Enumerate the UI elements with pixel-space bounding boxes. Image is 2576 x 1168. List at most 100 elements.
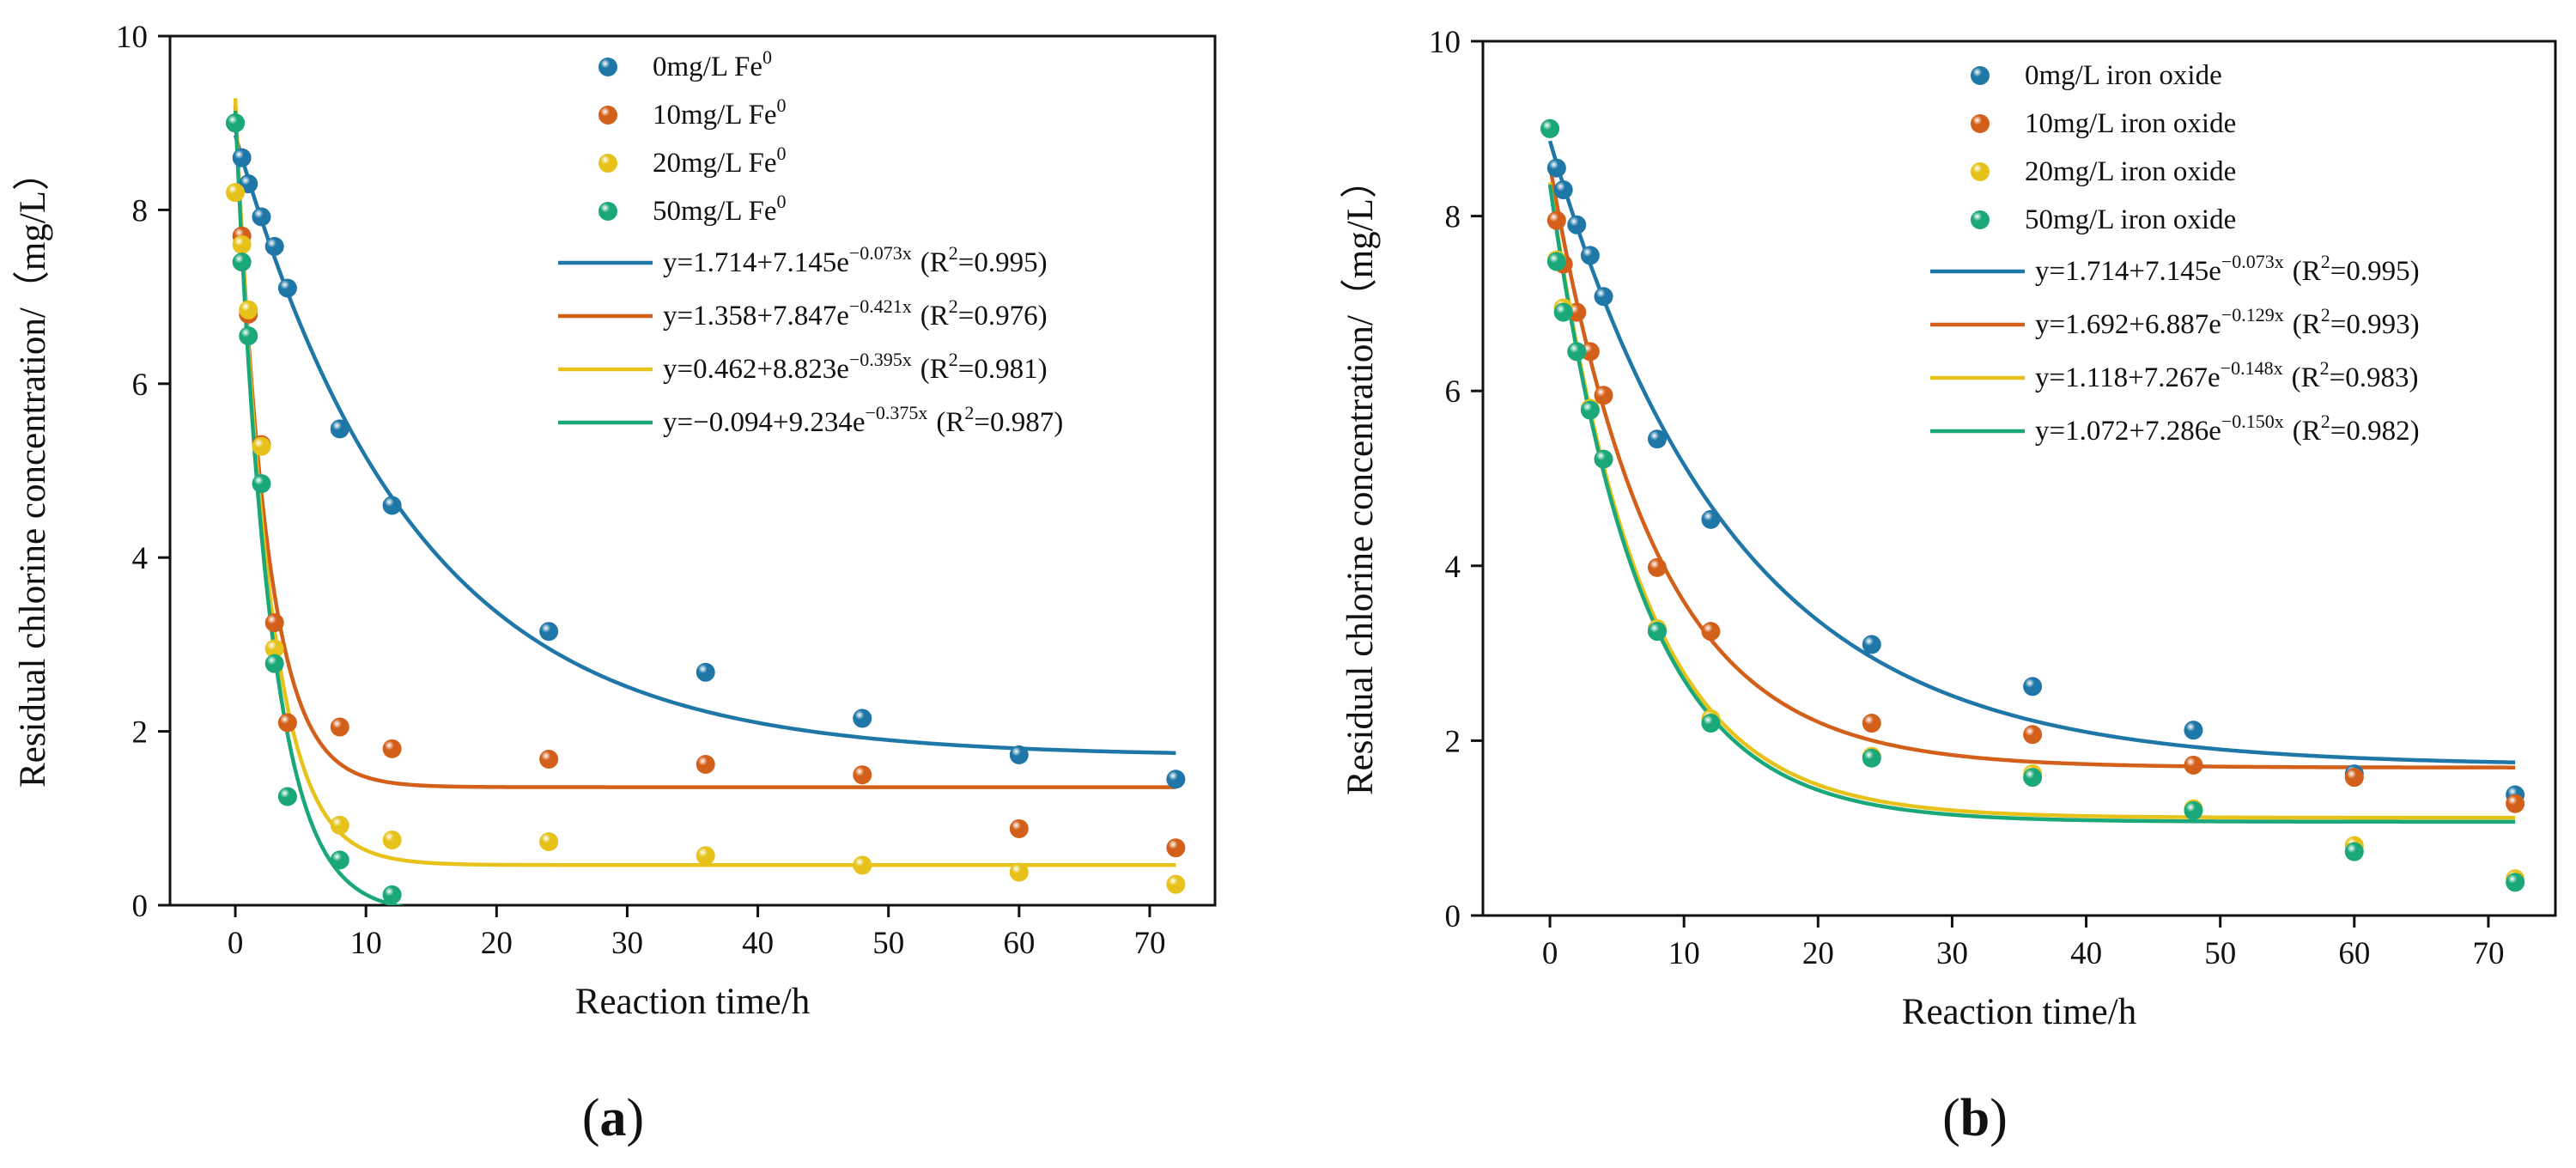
data-point-s3 <box>252 436 271 456</box>
x-tick-label: 10 <box>350 926 382 961</box>
data-point-s1 <box>264 236 284 256</box>
data-point-s2 <box>382 739 402 758</box>
x-axis-label: Reaction time/h <box>575 982 810 1022</box>
y-tick-label: 6 <box>132 368 149 403</box>
data-point-s4 <box>232 252 252 272</box>
data-point-s1 <box>382 496 402 515</box>
data-point-s1 <box>1166 770 1186 789</box>
panel-label: (b) <box>1942 1089 2008 1147</box>
legend-marker <box>598 202 617 221</box>
fit-curve-1 <box>1547 140 2516 764</box>
legend-marker <box>1971 114 1990 133</box>
data-point-s1 <box>1862 635 1881 654</box>
data-point-s2 <box>264 613 284 633</box>
legend-fit-equation: y=1.358+7.847e−0.421x (R2=0.976) <box>663 295 1048 332</box>
data-point-s3 <box>226 183 246 203</box>
legend-marker <box>1971 210 1990 229</box>
y-tick-label: 10 <box>1429 25 1461 60</box>
y-tick-label: 0 <box>132 889 149 924</box>
data-point-s4 <box>330 850 349 870</box>
data-point-s1 <box>1546 158 1566 178</box>
data-point-s4 <box>1567 342 1587 362</box>
panel-b: 0 10 20 30 40 50 60 70 0 2 4 6 8 10 Reaction time/h Res… <box>1340 25 2557 1147</box>
x-tick-label: 20 <box>481 926 513 961</box>
data-point-s2 <box>1862 714 1881 733</box>
data-point-s4 <box>1862 748 1881 768</box>
x-tick-label: 40 <box>2070 936 2102 971</box>
data-point-s1 <box>1701 509 1721 529</box>
legend-marker <box>1971 162 1990 181</box>
data-point-s2 <box>1701 622 1721 642</box>
x-tick-label: 70 <box>2472 936 2504 971</box>
plot-frame <box>168 34 1217 907</box>
y-axis-label: Residual chlorine concentration/（mg/L） <box>1340 161 1381 795</box>
legend: 0mg/L Fe0 10mg/L Fe0 20mg/L Fe0 50mg/L Fe0 y… <box>558 46 1063 438</box>
x-tick-label: 0 <box>1542 936 1558 971</box>
y-axis-label: Residual chlorine concentration/（mg/L） <box>13 154 53 788</box>
data-point-s1 <box>1580 246 1600 265</box>
data-point-s3 <box>330 815 349 835</box>
legend-marker <box>598 106 617 125</box>
data-point-s4 <box>1580 400 1600 420</box>
data-point-s4 <box>1553 302 1573 322</box>
data-point-s2 <box>1166 838 1186 858</box>
data-point-s1 <box>2184 721 2203 740</box>
y-tick-label: 6 <box>1445 374 1461 410</box>
data-point-s4 <box>264 654 284 673</box>
legend-marker <box>1971 66 1990 85</box>
legend-fit-equation: y=1.692+6.887e−0.129x (R2=0.993) <box>2035 304 2420 340</box>
data-point-s4 <box>1701 714 1721 733</box>
data-point-s2 <box>2023 725 2043 745</box>
data-point-s4 <box>2344 842 2364 861</box>
data-point-s2 <box>1580 342 1600 362</box>
x-tick-label: 60 <box>1003 926 1035 961</box>
legend-label: 20mg/L iron oxide <box>2025 156 2236 187</box>
data-point-s3 <box>1009 862 1029 882</box>
data-point-s2 <box>330 717 349 737</box>
fit-curve-1 <box>233 134 1176 756</box>
data-point-s2 <box>1009 818 1029 838</box>
y-tick-label: 8 <box>1445 200 1461 235</box>
data-point-s1 <box>1594 287 1613 307</box>
data-point-s1 <box>232 148 252 167</box>
legend-fit-equation: y=1.118+7.267e−0.148x (R2=0.983) <box>2035 357 2418 393</box>
data-point-s4 <box>226 113 246 133</box>
data-point-s2 <box>853 765 872 785</box>
data-point-s2 <box>2184 755 2203 775</box>
data-point-s4 <box>2184 800 2203 820</box>
data-point-s4 <box>2506 873 2525 892</box>
legend-fit-equation: y=1.714+7.145e−0.073x (R2=0.995) <box>2035 251 2420 287</box>
data-point-s3 <box>239 300 258 319</box>
data-point-s2 <box>2344 768 2364 788</box>
data-point-s1 <box>539 622 559 642</box>
legend-label: 0mg/L Fe0 <box>653 46 772 82</box>
fit-curve-4 <box>233 110 405 905</box>
data-point-s3 <box>264 639 284 659</box>
x-tick-label: 20 <box>1802 936 1834 971</box>
data-point-s4 <box>1546 252 1566 271</box>
legend-label: 50mg/L Fe0 <box>653 191 787 227</box>
legend-marker <box>598 58 617 76</box>
data-point-s1 <box>2023 677 2043 697</box>
x-tick-label: 10 <box>1668 936 1700 971</box>
y-tick-label: 8 <box>132 193 149 228</box>
legend-label: 10mg/L iron oxide <box>2025 108 2236 139</box>
legend-label: 20mg/L Fe0 <box>653 143 787 179</box>
data-point-s3 <box>853 855 872 875</box>
legend-label: 50mg/L iron oxide <box>2025 204 2236 235</box>
panel-label: (a) <box>582 1089 644 1147</box>
y-tick-label: 2 <box>132 715 149 751</box>
data-point-s2 <box>539 749 559 769</box>
data-point-s3 <box>539 832 559 852</box>
data-point-s2 <box>696 755 715 775</box>
data-point-s4 <box>2023 768 2043 788</box>
y-tick-label: 4 <box>132 541 149 576</box>
legend-fit-equation: y=−0.094+9.234e−0.375x (R2=0.987) <box>663 402 1063 438</box>
x-tick-label: 30 <box>611 926 643 961</box>
data-point-s3 <box>232 234 252 254</box>
legend-fit-equation: y=1.072+7.286e−0.150x (R2=0.982) <box>2035 411 2420 447</box>
data-point-s2 <box>1546 210 1566 230</box>
data-point-s3 <box>1166 874 1186 894</box>
x-axis-label: Reaction time/h <box>1902 992 2136 1032</box>
